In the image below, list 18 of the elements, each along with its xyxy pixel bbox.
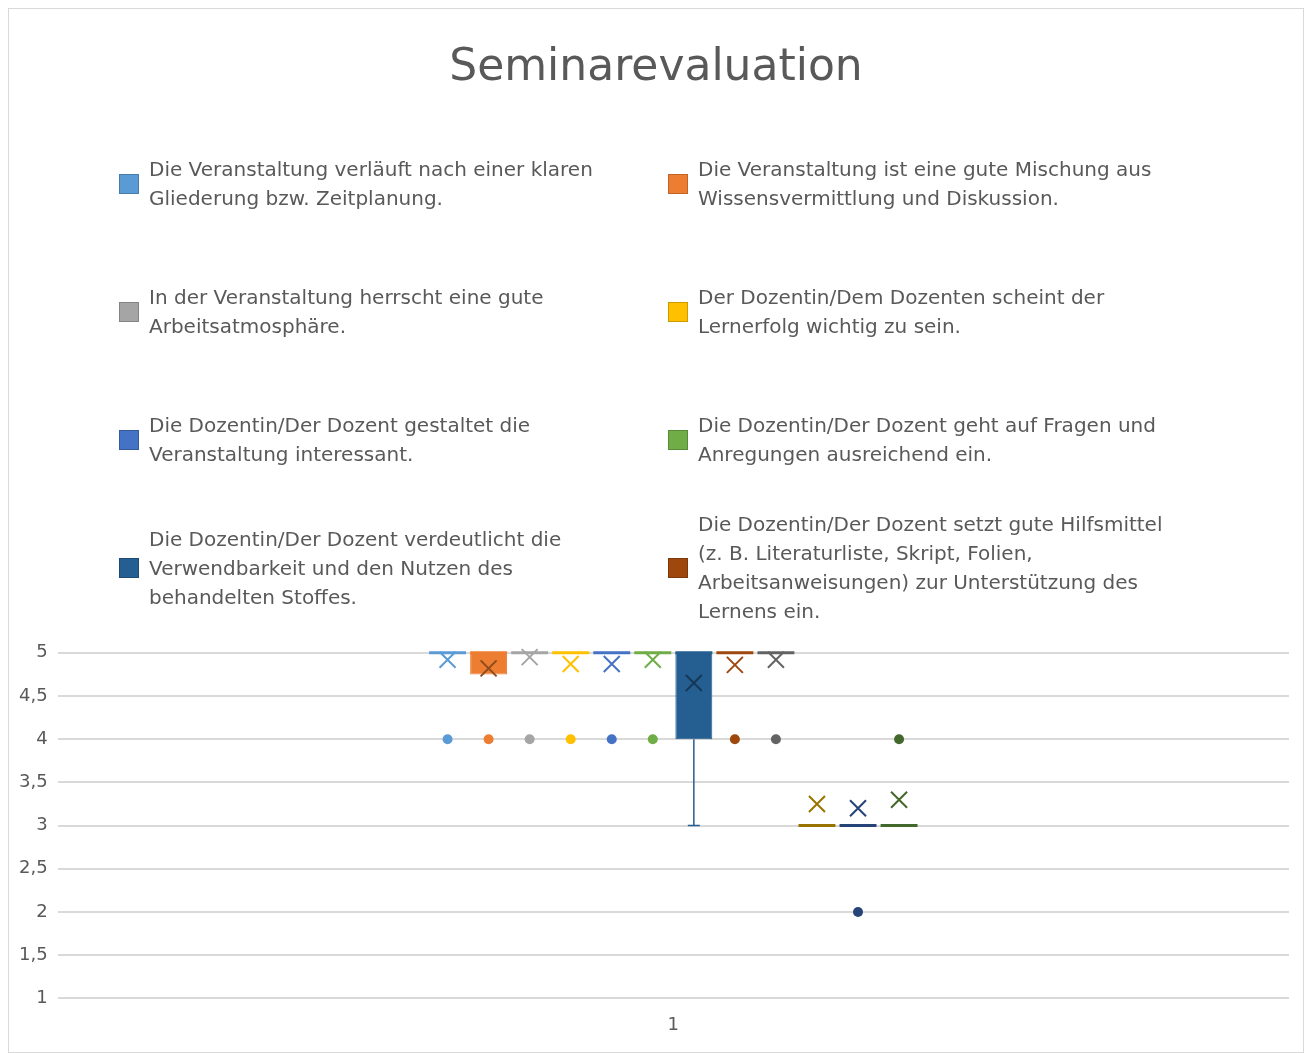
y-tick-label: 2 — [36, 899, 48, 921]
y-tick-label: 5 — [36, 640, 48, 662]
legend-label: Die Dozentin/Der Dozent setzt gute Hilfsmittel (z. B. Literaturliste, Skript, Folien, Arbeitsanweisungen) zur Unterstützung des Lernens ein. — [698, 511, 1164, 625]
legend-label: Die Dozentin/Der Dozent geht auf Fragen und Anregungen ausreichend ein. — [698, 412, 1157, 468]
y-tick-label: 1,5 — [18, 942, 48, 964]
legend-label: Die Veranstaltung verläuft nach einer klaren Gliederung bzw. Zeitplanung. — [149, 156, 594, 212]
y-tick-label: 4 — [36, 726, 48, 748]
y-tick-label: 2,5 — [18, 856, 48, 878]
legend-label: In der Veranstaltung herrscht eine gute Arbeitsatmosphäre. — [149, 284, 545, 340]
legend-label: Der Dozentin/Dem Dozenten scheint der Lernerfolg wichtig zu sein. — [698, 284, 1106, 340]
legend-label: Die Dozentin/Der Dozent gestaltet die Veranstaltung interessant. — [149, 412, 532, 468]
y-tick-label: 3 — [36, 813, 48, 835]
legend-label: Die Dozentin/Der Dozent verdeutlicht die Verwendbarkeit und den Nutzen des behandelten Stoffes. — [149, 525, 563, 611]
y-tick-label: 4,5 — [18, 683, 48, 705]
legend-label: Die Veranstaltung ist eine gute Mischung aus Wissensvermittlung und Diskussion. — [698, 156, 1153, 212]
chart-title: Seminarevaluation — [448, 38, 864, 92]
y-tick-label: 3,5 — [18, 770, 48, 792]
y-tick-label: 1 — [36, 986, 48, 1008]
